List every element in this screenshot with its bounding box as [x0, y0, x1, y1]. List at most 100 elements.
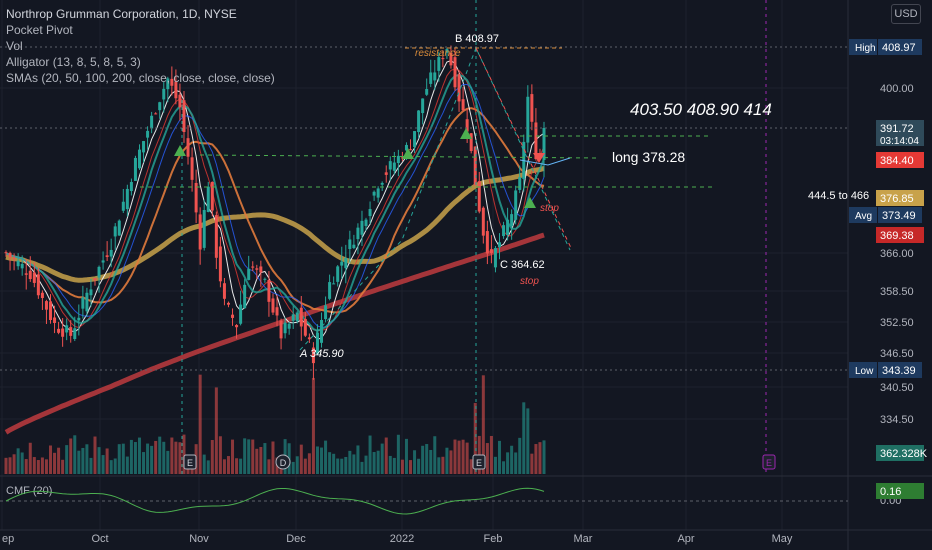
candle [81, 285, 85, 319]
candle-body [275, 307, 279, 316]
candle [534, 108, 538, 161]
candle [194, 169, 198, 224]
candle [93, 278, 97, 286]
volume-bar [28, 442, 32, 474]
label-point-b: B 408.97 [455, 33, 499, 45]
candle [514, 185, 518, 225]
price-tag-name: High [855, 43, 876, 54]
price-tag-value: 362.328K [880, 448, 928, 460]
chart-legend: Northrop Grumman Corporation, 1D, NYSE P… [6, 6, 275, 86]
volume-bar [81, 447, 85, 474]
volume-bar [226, 456, 230, 474]
volume-bars [4, 374, 546, 474]
candle-body [376, 188, 380, 198]
volume-bar [344, 456, 348, 474]
indicator-smas[interactable]: SMAs (20, 50, 100, 200, close, close, cl… [6, 71, 275, 85]
candle-body [461, 99, 465, 111]
candle-body [28, 270, 32, 280]
candle-body [65, 325, 69, 333]
candle [493, 246, 497, 273]
volume-bar [396, 434, 400, 474]
time-tick: Feb [484, 533, 503, 545]
candle [109, 238, 113, 268]
candle [40, 290, 44, 310]
currency-button[interactable]: USD [891, 4, 921, 24]
earnings-marker-icon[interactable]: E [183, 454, 197, 470]
candle [186, 125, 190, 165]
volume-bar [32, 457, 36, 474]
candle [137, 144, 141, 170]
candle [324, 296, 328, 323]
volume-bar [239, 458, 243, 474]
earnings-marker-icon[interactable]: D [275, 454, 291, 470]
candle-body [303, 318, 307, 336]
candle-body [340, 261, 344, 266]
candle [97, 265, 101, 293]
candle [510, 209, 514, 240]
candle-body [396, 155, 400, 164]
candle-body [214, 215, 218, 258]
volume-bar [182, 434, 186, 474]
candle [449, 45, 453, 69]
indicator-pocket-pivot[interactable]: Pocket Pivot [6, 23, 73, 37]
candle-body [311, 347, 315, 364]
candle [299, 296, 303, 341]
candle-body [182, 100, 186, 133]
volume-bar [457, 440, 461, 474]
candle [198, 207, 202, 265]
earnings-marker-icon[interactable]: E [762, 454, 776, 470]
candle-body [24, 273, 28, 275]
volume-bar [133, 442, 137, 474]
candle-body [413, 131, 417, 148]
candle-body [283, 322, 287, 334]
volume-bar [413, 450, 417, 474]
candle-body [73, 328, 77, 339]
candle [214, 211, 218, 270]
volume-bar [295, 456, 299, 474]
volume-bar [352, 454, 356, 474]
indicator-alligator[interactable]: Alligator (13, 8, 5, 8, 5, 3) [6, 55, 141, 69]
candle [445, 47, 449, 59]
price-tick: 366.00 [880, 248, 914, 260]
volume-bar [158, 436, 162, 474]
candle-body [295, 312, 299, 322]
candle [259, 260, 263, 287]
candle-body [113, 226, 117, 237]
candle-body [247, 268, 251, 280]
candle [530, 84, 534, 131]
candle [489, 235, 493, 264]
candle [69, 320, 73, 343]
time-tick: Mar [574, 533, 593, 545]
candle-body [218, 246, 222, 282]
candle-body [97, 266, 101, 278]
volume-bar [469, 459, 473, 474]
candle [271, 293, 275, 316]
price-tag: 384.40 [876, 152, 924, 168]
candle [239, 290, 243, 326]
candle [502, 221, 506, 239]
price-tag-value-bg [878, 362, 922, 378]
candle-body [109, 249, 113, 257]
earnings-marker-icon[interactable]: E [472, 454, 486, 470]
candle-body [356, 227, 360, 240]
volume-bar [48, 445, 52, 474]
candle [287, 321, 291, 335]
volume-bar [69, 438, 73, 474]
price-tag: 0.16 [876, 483, 924, 499]
volume-bar [299, 444, 303, 474]
indicator-vol[interactable]: Vol [6, 39, 23, 53]
volume-bar [514, 452, 518, 474]
candle [396, 149, 400, 177]
candle-body [360, 220, 364, 235]
volume-bar [433, 436, 437, 474]
candle-body [332, 283, 336, 285]
earnings-marker-box [183, 454, 197, 470]
candle [315, 324, 319, 355]
sell-arrow-icon [533, 153, 545, 163]
label-resistance: resistance [415, 48, 461, 59]
candle-body [404, 144, 408, 151]
candle [61, 317, 65, 347]
volume-bar [384, 437, 388, 474]
